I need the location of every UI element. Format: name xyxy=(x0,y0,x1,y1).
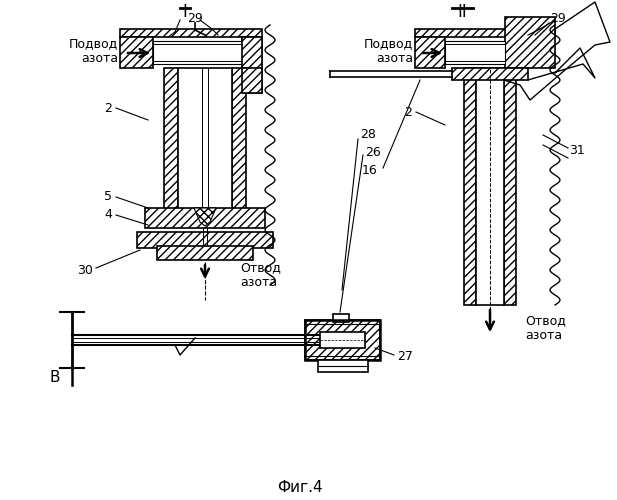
Bar xyxy=(415,37,445,68)
Bar xyxy=(178,68,232,218)
Text: 30: 30 xyxy=(77,264,93,276)
Bar xyxy=(305,320,380,360)
Text: 26: 26 xyxy=(365,146,381,158)
Bar xyxy=(242,37,262,68)
Bar xyxy=(145,208,265,228)
Bar xyxy=(445,41,505,64)
Text: Отвод
азота: Отвод азота xyxy=(525,314,566,342)
Bar xyxy=(120,29,262,37)
Text: 4: 4 xyxy=(104,208,112,222)
Bar xyxy=(242,68,262,93)
Bar xyxy=(464,68,476,305)
Bar xyxy=(120,37,153,68)
Text: II: II xyxy=(457,3,467,21)
Bar xyxy=(242,37,262,93)
Bar xyxy=(318,360,368,372)
Text: 28: 28 xyxy=(360,128,376,141)
Bar xyxy=(320,332,365,348)
Bar xyxy=(505,17,555,68)
Text: 29: 29 xyxy=(187,12,203,26)
Text: Подвод
азота: Подвод азота xyxy=(68,37,118,65)
Bar xyxy=(157,246,253,260)
Bar xyxy=(333,314,349,322)
Text: 2: 2 xyxy=(104,102,112,114)
Text: 5: 5 xyxy=(104,190,112,203)
Polygon shape xyxy=(194,208,216,226)
Text: I: I xyxy=(183,3,188,21)
Bar xyxy=(153,41,242,64)
Bar xyxy=(164,68,178,218)
Text: 16: 16 xyxy=(362,164,378,176)
Text: B: B xyxy=(50,370,60,386)
Bar xyxy=(415,29,555,37)
Text: 29: 29 xyxy=(550,12,566,26)
Bar xyxy=(452,68,528,80)
Bar xyxy=(476,68,504,305)
Text: Подвод
азота: Подвод азота xyxy=(364,37,413,65)
Text: 27: 27 xyxy=(397,350,413,364)
Bar xyxy=(232,68,246,218)
Text: 2: 2 xyxy=(404,106,412,118)
Text: Фиг.4: Фиг.4 xyxy=(277,480,323,496)
Bar xyxy=(305,320,380,360)
Bar xyxy=(137,232,273,248)
Text: Отвод
азота: Отвод азота xyxy=(240,261,281,289)
Text: 31: 31 xyxy=(569,144,585,156)
Bar xyxy=(504,68,516,305)
